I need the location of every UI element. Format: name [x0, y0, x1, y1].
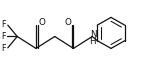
Text: H: H: [90, 37, 96, 46]
Text: F: F: [1, 20, 6, 29]
Text: F: F: [1, 44, 6, 53]
Text: O: O: [38, 18, 45, 27]
Text: N: N: [90, 30, 96, 39]
Text: O: O: [64, 18, 71, 27]
Text: F: F: [1, 32, 5, 41]
